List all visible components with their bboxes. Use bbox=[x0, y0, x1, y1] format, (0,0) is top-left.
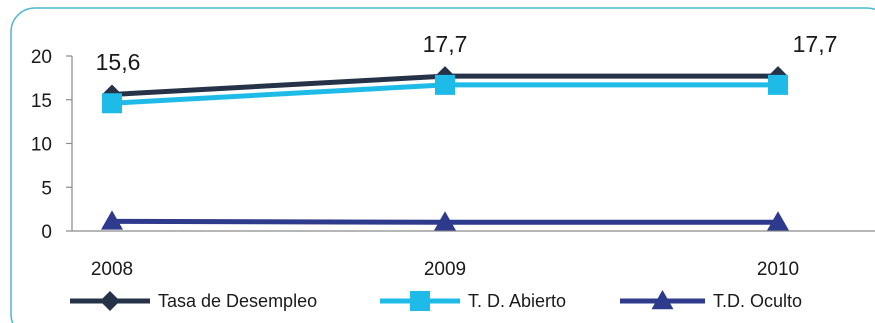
y-tick-label: 15 bbox=[31, 91, 52, 112]
data-label: 15,6 bbox=[96, 49, 141, 75]
y-tick-label: 5 bbox=[41, 178, 52, 199]
y-tick-label: 0 bbox=[41, 222, 52, 243]
data-label: 17,7 bbox=[423, 31, 468, 57]
x-tick-label: 2009 bbox=[424, 259, 466, 280]
x-tick-label: 2010 bbox=[757, 259, 799, 280]
data-point bbox=[768, 75, 788, 95]
legend-item: Tasa de Desempleo bbox=[70, 291, 317, 311]
legend-label: T.D. Oculto bbox=[713, 291, 802, 311]
legend-label: T. D. Abierto bbox=[468, 291, 566, 311]
x-tick-label: 2008 bbox=[91, 259, 133, 280]
legend-label: Tasa de Desempleo bbox=[158, 291, 317, 311]
data-point bbox=[435, 75, 455, 95]
y-tick-label: 20 bbox=[31, 47, 52, 68]
data-point bbox=[102, 93, 122, 113]
data-label: 17,7 bbox=[793, 31, 838, 57]
legend-marker bbox=[410, 291, 430, 311]
y-tick-label: 10 bbox=[31, 135, 52, 156]
